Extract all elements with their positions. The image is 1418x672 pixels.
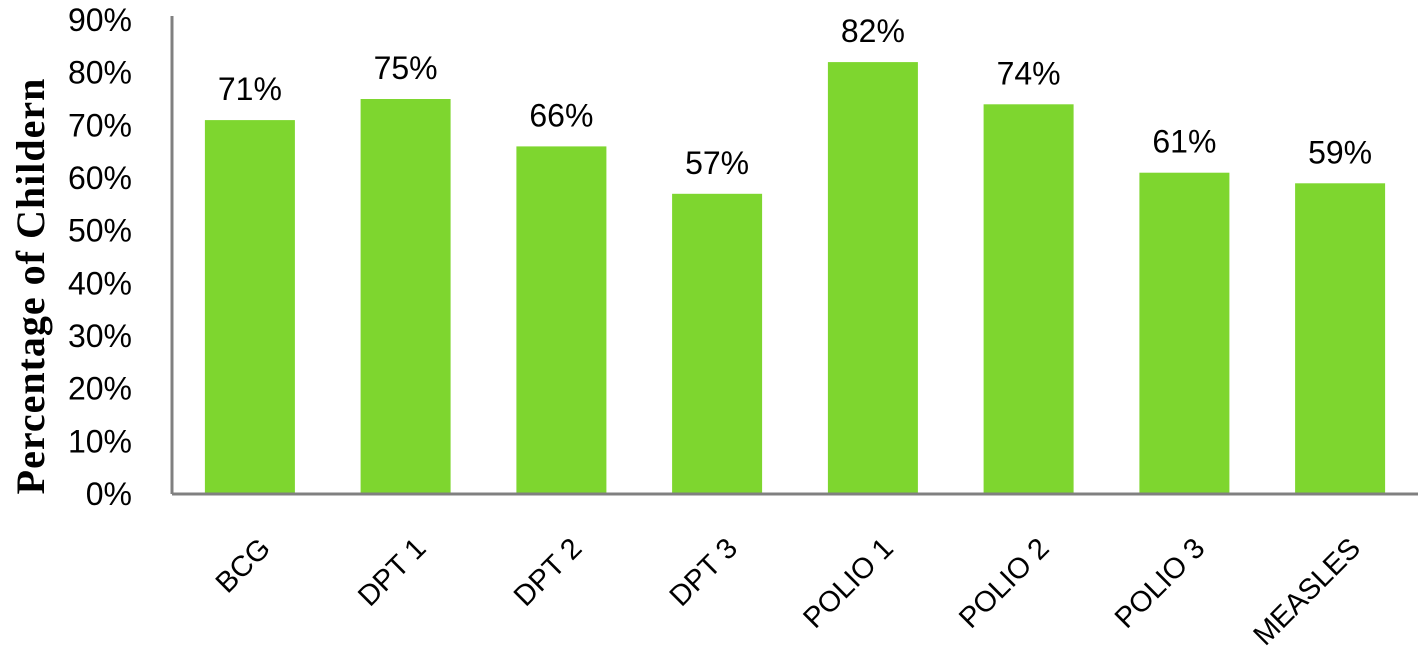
y-tick-label: 30% xyxy=(68,318,132,354)
data-label: 74% xyxy=(997,55,1061,91)
x-tick-label: POLIO 2 xyxy=(953,532,1055,634)
data-label: 57% xyxy=(685,145,749,181)
data-labels-group: 71% 75% 66% 57% 82% 74% 61% 59% xyxy=(218,13,1372,181)
bar-dpt-1 xyxy=(360,99,451,494)
bars-group xyxy=(204,62,1386,495)
bar-bcg xyxy=(204,120,295,494)
y-tick-label: 60% xyxy=(68,160,132,196)
bar-measles xyxy=(1295,183,1386,495)
data-label: 61% xyxy=(1152,124,1216,160)
y-tick-label: 10% xyxy=(68,423,132,459)
y-tick-labels-group: 0% 10% 20% 30% 40% 50% 60% 70% 80% 90% xyxy=(68,2,132,512)
y-tick-label: 70% xyxy=(68,107,132,143)
data-label: 59% xyxy=(1308,134,1372,170)
y-tick-label: 90% xyxy=(68,2,132,38)
data-label: 71% xyxy=(218,71,282,107)
x-tick-label: POLIO 1 xyxy=(797,532,899,634)
x-tick-label: DPT 2 xyxy=(508,532,588,612)
data-label: 75% xyxy=(374,50,438,86)
y-tick-label: 20% xyxy=(68,371,132,407)
y-tick-label: 80% xyxy=(68,55,132,91)
bar-polio-1 xyxy=(827,62,918,494)
bar-dpt-2 xyxy=(516,146,607,494)
x-tick-labels-group: BCG DPT 1 DPT 2 DPT 3 POLIO 1 POLIO 2 POLIO 3 M… xyxy=(210,532,1367,652)
data-label: 66% xyxy=(529,97,593,133)
bar-dpt-3 xyxy=(672,193,763,495)
bar-polio-2 xyxy=(983,104,1074,495)
bar-polio-3 xyxy=(1139,172,1230,494)
y-axis-title: Percentage of Childern xyxy=(8,78,53,495)
y-tick-label: 0% xyxy=(86,476,132,512)
x-tick-label: DPT 1 xyxy=(352,532,432,612)
data-label: 82% xyxy=(841,13,905,49)
x-tick-label: MEASLES xyxy=(1248,532,1368,652)
y-tick-label: 50% xyxy=(68,213,132,249)
x-tick-label: BCG xyxy=(210,532,277,599)
x-tick-label: POLIO 3 xyxy=(1109,532,1211,634)
x-tick-label: DPT 3 xyxy=(664,532,744,612)
y-tick-label: 40% xyxy=(68,265,132,301)
